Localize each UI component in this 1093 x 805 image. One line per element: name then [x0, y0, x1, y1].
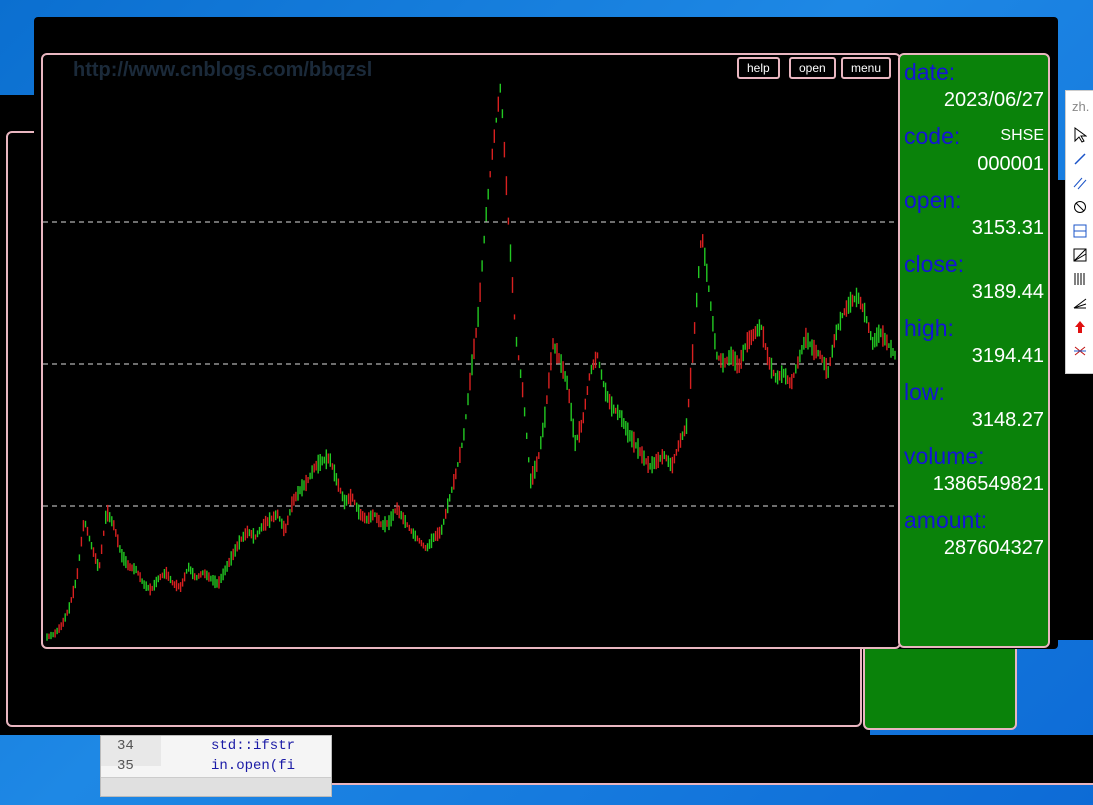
low-value: 3148.27: [971, 409, 1044, 431]
arrow-up-icon[interactable]: [1070, 319, 1090, 339]
horizontal-scrollbar[interactable]: [101, 777, 331, 796]
open-value: 3153.31: [971, 217, 1044, 239]
help-button[interactable]: help: [737, 57, 780, 79]
close-value: 3189.44: [971, 281, 1044, 303]
parallel-line-tool-icon[interactable]: [1070, 175, 1090, 195]
open-label: open:: [904, 187, 962, 213]
circle-tool-icon[interactable]: [1070, 199, 1090, 219]
code-exchange: SHSE: [1000, 127, 1044, 144]
code-line[interactable]: in.open(fi: [211, 758, 296, 774]
quote-info-panel: date: 2023/06/27 code: SHSE 000001 open:…: [898, 53, 1050, 648]
amount-value: 287604327: [943, 537, 1044, 559]
code-editor-window[interactable]: 34 std::ifstr 35 in.open(fi: [100, 735, 332, 797]
background-info-panel: [863, 640, 1017, 730]
close-label: close:: [904, 251, 965, 277]
language-label: zh.: [1072, 99, 1090, 114]
low-label: low:: [904, 379, 945, 405]
fan-tool-icon[interactable]: [1070, 247, 1090, 267]
volume-value: 1386549821: [932, 473, 1044, 495]
price-chart[interactable]: [43, 55, 899, 647]
open-button[interactable]: open: [789, 57, 836, 79]
vertical-lines-tool-icon[interactable]: [1070, 271, 1090, 291]
candlestick-series: [46, 83, 896, 641]
high-label: high:: [904, 315, 954, 341]
line-number: 34: [117, 738, 134, 754]
date-value: 2023/06/27: [943, 89, 1044, 111]
editor-gutter: [101, 736, 161, 766]
line-number: 35: [117, 758, 134, 774]
background-chart-window-bottom: [315, 735, 1093, 785]
select-cursor-icon[interactable]: [1070, 127, 1090, 147]
kline-chart-panel[interactable]: http://www.cnblogs.com/bbqzsl help open …: [41, 53, 901, 649]
code-line[interactable]: std::ifstr: [211, 738, 296, 754]
date-label: date:: [904, 59, 956, 85]
amount-label: amount:: [904, 507, 988, 533]
high-value: 3194.41: [971, 345, 1044, 367]
fibonacci-tool-icon[interactable]: [1070, 223, 1090, 243]
angle-tool-icon[interactable]: [1070, 295, 1090, 315]
code-value: 000001: [977, 153, 1044, 175]
line-tool-icon[interactable]: [1070, 151, 1090, 171]
menu-button[interactable]: menu: [841, 57, 892, 79]
code-label: code:: [904, 123, 961, 149]
watermark-url: http://www.cnblogs.com/bbqzsl: [73, 59, 373, 81]
volume-label: volume:: [904, 443, 985, 469]
drawing-toolbar: zh.: [1065, 90, 1093, 374]
cross-tool-icon[interactable]: [1070, 343, 1090, 363]
